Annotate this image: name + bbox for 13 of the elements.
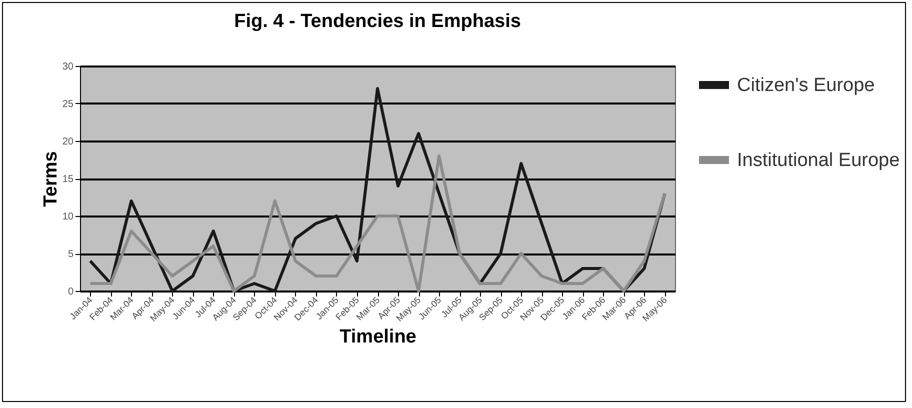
y-tick-label: 15 (62, 174, 74, 185)
y-axis-title: Terms (40, 151, 62, 207)
y-tick-label: 25 (62, 99, 74, 110)
line-series (88, 154, 666, 292)
legend-label: Citizen's Europe (737, 75, 875, 96)
y-tick-label: 30 (62, 62, 74, 72)
y-tick-label: 0 (68, 286, 74, 298)
y-tick-label: 20 (62, 136, 74, 148)
x-axis-title: Timeline (340, 326, 416, 348)
legend-label: Institutional Europe (737, 150, 900, 171)
y-tick-label: 5 (68, 249, 74, 260)
y-tick-label: 10 (62, 212, 74, 222)
chart-title: Fig. 4 - Tendencies in Emphasis (234, 11, 521, 32)
